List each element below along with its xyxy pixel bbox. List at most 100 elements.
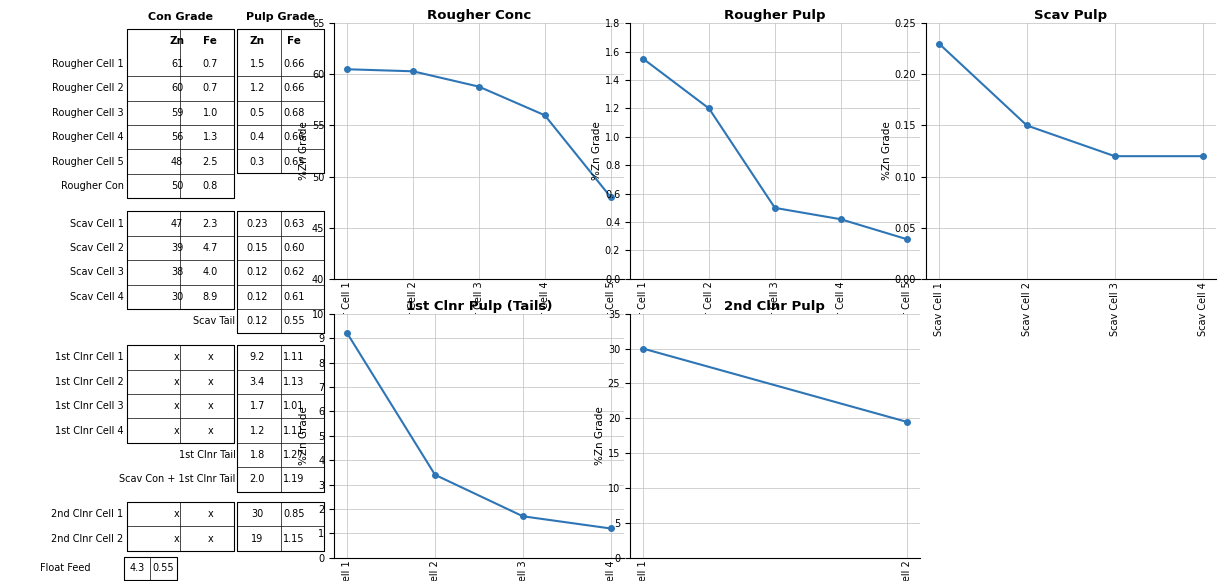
- Text: 0.63: 0.63: [284, 218, 305, 229]
- Text: 19: 19: [251, 533, 263, 544]
- Text: 1.3: 1.3: [203, 132, 219, 142]
- Text: 0.65: 0.65: [284, 156, 305, 167]
- Text: 38: 38: [171, 267, 183, 278]
- Y-axis label: %Zn Grade: %Zn Grade: [882, 121, 892, 181]
- Text: 9.2: 9.2: [249, 352, 265, 363]
- Text: 47: 47: [171, 218, 183, 229]
- Text: x: x: [174, 401, 181, 411]
- Title: Rougher Conc: Rougher Conc: [427, 9, 530, 22]
- Text: 8.9: 8.9: [203, 292, 219, 302]
- Title: Scav Pulp: Scav Pulp: [1034, 9, 1108, 22]
- Text: 0.66: 0.66: [284, 59, 305, 69]
- Text: 0.23: 0.23: [247, 218, 268, 229]
- Text: 1.2: 1.2: [249, 425, 265, 436]
- Text: Rougher Cell 3: Rougher Cell 3: [52, 107, 124, 118]
- Text: 4.3: 4.3: [129, 563, 145, 573]
- Text: 0.68: 0.68: [284, 107, 305, 118]
- Text: 0.12: 0.12: [247, 316, 268, 327]
- Text: x: x: [174, 509, 181, 519]
- Text: 1.15: 1.15: [284, 533, 305, 544]
- Text: 1.8: 1.8: [249, 450, 265, 460]
- Text: x: x: [208, 425, 214, 436]
- Y-axis label: %Zn Grade: %Zn Grade: [298, 121, 309, 181]
- Text: 0.7: 0.7: [203, 59, 219, 69]
- Text: 1.11: 1.11: [284, 352, 305, 363]
- Text: 0.66: 0.66: [284, 132, 305, 142]
- Text: x: x: [174, 352, 181, 363]
- Title: 1st Clnr Pulp (Tails): 1st Clnr Pulp (Tails): [405, 300, 553, 313]
- Text: x: x: [174, 376, 181, 387]
- Text: Scav Con + 1st Clnr Tail: Scav Con + 1st Clnr Tail: [119, 474, 236, 485]
- Text: 0.3: 0.3: [249, 156, 265, 167]
- Text: 30: 30: [251, 509, 263, 519]
- Text: 1.11: 1.11: [284, 425, 305, 436]
- Text: 0.66: 0.66: [284, 83, 305, 94]
- Text: Zn: Zn: [249, 35, 265, 46]
- Text: Con Grade: Con Grade: [147, 12, 212, 23]
- Text: 0.12: 0.12: [247, 267, 268, 278]
- Text: 3.4: 3.4: [249, 376, 265, 387]
- Text: Rougher Con: Rougher Con: [60, 181, 124, 191]
- Text: 1.5: 1.5: [249, 59, 265, 69]
- Text: 1st Clnr Cell 2: 1st Clnr Cell 2: [55, 376, 124, 387]
- Text: 1st Clnr Cell 3: 1st Clnr Cell 3: [55, 401, 124, 411]
- Title: Rougher Pulp: Rougher Pulp: [725, 9, 825, 22]
- Text: 1.2: 1.2: [249, 83, 265, 94]
- Text: 0.8: 0.8: [203, 181, 219, 191]
- Text: Scav Cell 4: Scav Cell 4: [70, 292, 124, 302]
- Text: 30: 30: [171, 292, 183, 302]
- Text: Scav Cell 1: Scav Cell 1: [70, 218, 124, 229]
- Text: Float Feed: Float Feed: [39, 563, 90, 573]
- Text: x: x: [208, 352, 214, 363]
- Text: 0.7: 0.7: [203, 83, 219, 94]
- Y-axis label: %Zn Grade: %Zn Grade: [592, 121, 602, 181]
- Text: Rougher Cell 4: Rougher Cell 4: [52, 132, 124, 142]
- Text: 1.13: 1.13: [284, 376, 305, 387]
- Text: 2.0: 2.0: [249, 474, 265, 485]
- Text: 2nd Clnr Cell 1: 2nd Clnr Cell 1: [52, 509, 124, 519]
- Text: 0.61: 0.61: [284, 292, 305, 302]
- Text: x: x: [174, 533, 181, 544]
- Text: 39: 39: [171, 243, 183, 253]
- Text: Fe: Fe: [287, 35, 301, 46]
- Title: 2nd Clnr Pulp: 2nd Clnr Pulp: [725, 300, 825, 313]
- Text: x: x: [208, 376, 214, 387]
- Text: 56: 56: [171, 132, 183, 142]
- Text: Scav Tail: Scav Tail: [193, 316, 236, 327]
- Text: 0.85: 0.85: [284, 509, 305, 519]
- Text: 1.0: 1.0: [203, 107, 219, 118]
- Text: 0.15: 0.15: [247, 243, 268, 253]
- Text: 0.60: 0.60: [284, 243, 305, 253]
- Text: 2.5: 2.5: [203, 156, 219, 167]
- Text: 1.19: 1.19: [284, 474, 305, 485]
- Text: Rougher Cell 5: Rougher Cell 5: [52, 156, 124, 167]
- Text: 4.0: 4.0: [203, 267, 219, 278]
- Text: Rougher Cell 2: Rougher Cell 2: [52, 83, 124, 94]
- Text: Pulp Grade: Pulp Grade: [246, 12, 316, 23]
- Text: 0.62: 0.62: [284, 267, 305, 278]
- Text: Rougher Cell 1: Rougher Cell 1: [52, 59, 124, 69]
- Text: 1.7: 1.7: [249, 401, 265, 411]
- Text: 1.01: 1.01: [284, 401, 305, 411]
- Text: x: x: [208, 401, 214, 411]
- Text: 61: 61: [171, 59, 183, 69]
- Text: 1st Clnr Tail: 1st Clnr Tail: [178, 450, 236, 460]
- Text: x: x: [208, 533, 214, 544]
- Text: 2nd Clnr Cell 2: 2nd Clnr Cell 2: [52, 533, 124, 544]
- Text: x: x: [208, 509, 214, 519]
- Text: 48: 48: [171, 156, 183, 167]
- Text: Fe: Fe: [204, 35, 217, 46]
- Text: 50: 50: [171, 181, 183, 191]
- Y-axis label: %Zn Grade: %Zn Grade: [594, 406, 605, 465]
- Text: 0.4: 0.4: [249, 132, 265, 142]
- Text: 0.5: 0.5: [249, 107, 265, 118]
- Text: Scav Cell 3: Scav Cell 3: [70, 267, 124, 278]
- Text: 0.55: 0.55: [152, 563, 174, 573]
- Text: 59: 59: [171, 107, 183, 118]
- Text: x: x: [174, 425, 181, 436]
- Text: Zn: Zn: [169, 35, 184, 46]
- Text: 1st Clnr Cell 1: 1st Clnr Cell 1: [55, 352, 124, 363]
- Text: 0.12: 0.12: [247, 292, 268, 302]
- Text: 60: 60: [171, 83, 183, 94]
- Text: 4.7: 4.7: [203, 243, 219, 253]
